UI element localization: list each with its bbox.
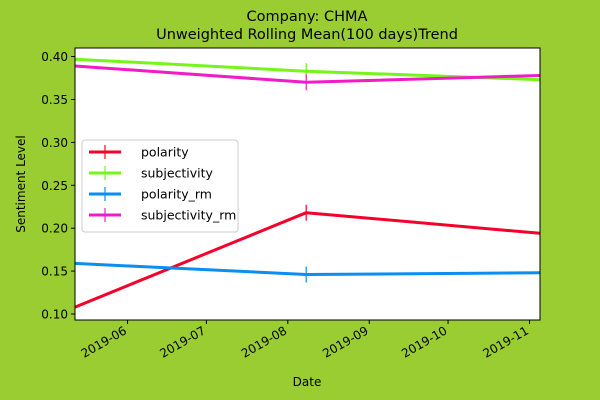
y-axis: 0.10 0.15 0.20 0.25 0.30 0.35 0.40 [41,50,75,321]
y-tick-label: 0.40 [41,50,68,64]
x-tick-label: 2019-10 [399,323,449,360]
legend-frame [81,139,239,233]
x-axis: 2019-06 2019-07 2019-08 2019-09 2019-10 2019-… [79,320,531,361]
series-layer [74,57,541,309]
y-tick-label: 0.25 [41,179,68,193]
chart-subtitle: Unweighted Rolling Mean(100 days)Trend [156,27,458,43]
x-tick-label: 2019-07 [157,323,207,360]
y-axis-label: Sentiment Level [14,135,28,233]
legend-label-subjectivity_rm: subjectivity_rm [141,208,236,223]
y-tick-label: 0.30 [41,136,68,150]
y-tick-label: 0.15 [41,265,68,279]
legend-label-polarity_rm: polarity_rm [141,187,212,202]
x-tick-label: 2019-11 [481,323,531,360]
x-tick-label: 2019-06 [79,323,129,360]
legend-label-polarity: polarity [141,145,189,160]
chart-title: Company: CHMA [247,9,368,25]
legend-label-subjectivity: subjectivity [141,166,214,181]
x-axis-label: Date [293,375,322,389]
plot-frame [74,47,541,321]
x-tick-label: 2019-09 [320,323,370,360]
x-tick-label: 2019-08 [239,323,289,360]
y-tick-label: 0.20 [41,222,68,236]
y-tick-label: 0.10 [41,307,68,321]
legend: polarity subjectivity polarity_rm subjectiv… [81,139,239,233]
y-tick-label: 0.35 [41,93,68,107]
